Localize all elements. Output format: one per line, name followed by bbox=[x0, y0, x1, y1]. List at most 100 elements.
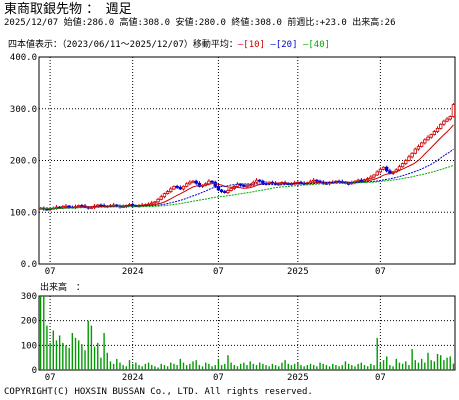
candle-body bbox=[156, 198, 160, 203]
candle-body bbox=[169, 188, 173, 192]
candle-body bbox=[435, 128, 440, 132]
candle-body bbox=[207, 180, 211, 185]
quote-line: 2025/12/07 始値:286.0 高値:308.0 安値:280.0 終値… bbox=[4, 18, 396, 28]
volume-title: 出来高 ： bbox=[40, 283, 86, 293]
candle-body bbox=[153, 201, 157, 204]
legend-ma10-dash: — bbox=[237, 40, 244, 50]
candle-body bbox=[216, 185, 221, 191]
candle-body bbox=[356, 179, 360, 182]
candle-body bbox=[397, 166, 402, 171]
moving-average-10-line bbox=[40, 124, 454, 210]
candle-body bbox=[432, 131, 437, 136]
candle-body bbox=[219, 189, 224, 192]
candle-body bbox=[184, 183, 189, 187]
candle-body bbox=[261, 180, 265, 184]
candle-body bbox=[439, 123, 443, 129]
candle-body bbox=[416, 146, 421, 150]
candle-body bbox=[423, 139, 427, 144]
price-y-tick-label: 300.0 bbox=[10, 105, 37, 115]
candle-body bbox=[429, 134, 433, 138]
volume-x-tick-label: 07 bbox=[375, 373, 386, 383]
chart-title: 東商取銀先物 ： 週足 bbox=[4, 2, 132, 17]
candle-body bbox=[178, 187, 182, 190]
volume-x-tick-label: 07 bbox=[45, 373, 56, 383]
copyright: COPYRIGHT(C) HOXSIN BUSSAN Co., LTD. All… bbox=[4, 387, 313, 397]
volume-y-tick-label: 200 bbox=[21, 317, 37, 327]
candle-body bbox=[359, 179, 363, 182]
candle-body bbox=[242, 184, 246, 187]
candle-body bbox=[159, 196, 163, 200]
candle-body bbox=[369, 176, 373, 180]
candle-body bbox=[442, 120, 446, 125]
candle-body bbox=[451, 104, 456, 117]
candle-body bbox=[67, 205, 71, 208]
candle-body bbox=[366, 178, 370, 181]
price-y-tick-label: 400.0 bbox=[10, 53, 37, 63]
volume-x-tick-label: 07 bbox=[213, 373, 224, 383]
legend-ma10: [10] bbox=[243, 40, 265, 50]
candle-body bbox=[210, 180, 214, 183]
candle-body bbox=[229, 188, 233, 191]
price-y-tick-label: 0.0 bbox=[21, 260, 37, 270]
candle-body bbox=[238, 183, 243, 186]
candle-body bbox=[248, 184, 252, 187]
price-y-tick-label: 200.0 bbox=[10, 157, 37, 167]
candle-body bbox=[315, 179, 319, 182]
candle-body bbox=[407, 156, 411, 161]
candle-body bbox=[162, 193, 167, 198]
candle-body bbox=[99, 204, 103, 207]
candle-body bbox=[235, 183, 240, 187]
candle-body bbox=[372, 174, 376, 178]
candle-body bbox=[197, 182, 202, 187]
candle-body bbox=[150, 202, 154, 205]
legend: 四本値表示：（2023/06/11〜2025/12/07）移動平均：—[10] … bbox=[8, 41, 330, 50]
candle-body bbox=[312, 179, 316, 182]
price-x-tick-label: 07 bbox=[45, 267, 56, 277]
candle-body bbox=[413, 148, 417, 154]
candle-body bbox=[404, 160, 408, 165]
candle-body bbox=[213, 181, 217, 187]
candle-body bbox=[226, 190, 230, 193]
moving-average-40-line bbox=[40, 164, 454, 209]
candle-body bbox=[194, 180, 198, 184]
legend-ma20-dash: — bbox=[270, 40, 276, 50]
candle-body bbox=[191, 180, 195, 183]
candle-body bbox=[445, 118, 449, 122]
candle-body bbox=[400, 163, 405, 168]
candle-body bbox=[378, 168, 383, 173]
candle-body bbox=[245, 185, 249, 188]
candle-body bbox=[96, 204, 100, 207]
candle-body bbox=[385, 166, 389, 172]
candle-body bbox=[165, 191, 170, 195]
candle-body bbox=[64, 205, 68, 208]
candle-body bbox=[362, 179, 367, 182]
candle-body bbox=[258, 179, 262, 182]
candle-body bbox=[175, 185, 179, 188]
candle-body bbox=[172, 185, 176, 190]
legend-prefix: 四本値表示：（2023/06/11〜2025/12/07）移動平均： bbox=[8, 40, 238, 50]
legend-ma40-dash: — bbox=[302, 40, 309, 50]
candle-body bbox=[426, 136, 430, 141]
candle-body bbox=[61, 206, 65, 208]
volume-y-tick-label: 100 bbox=[21, 341, 37, 351]
candle-body bbox=[223, 191, 227, 193]
candle-body bbox=[375, 171, 379, 176]
candle-body bbox=[419, 142, 424, 147]
moving-average-20-line bbox=[40, 148, 454, 210]
volume-y-tick-label: 300 bbox=[21, 292, 37, 302]
candle-body bbox=[381, 166, 386, 170]
price-x-tick-label: 2024 bbox=[122, 267, 144, 277]
price-x-tick-label: 07 bbox=[375, 267, 386, 277]
volume-x-tick-label: 2024 bbox=[122, 373, 144, 383]
candle-body bbox=[181, 185, 186, 190]
price-x-tick-label: 2025 bbox=[287, 267, 309, 277]
legend-ma40: [40] bbox=[308, 40, 331, 50]
candle-body bbox=[188, 181, 192, 185]
candle-body bbox=[77, 205, 81, 207]
candle-body bbox=[448, 116, 452, 120]
legend-ma20: [20] bbox=[275, 40, 298, 50]
price-x-tick-label: 07 bbox=[213, 267, 224, 277]
price-y-tick-label: 100.0 bbox=[10, 208, 37, 218]
volume-y-tick-label: 0 bbox=[32, 366, 37, 376]
